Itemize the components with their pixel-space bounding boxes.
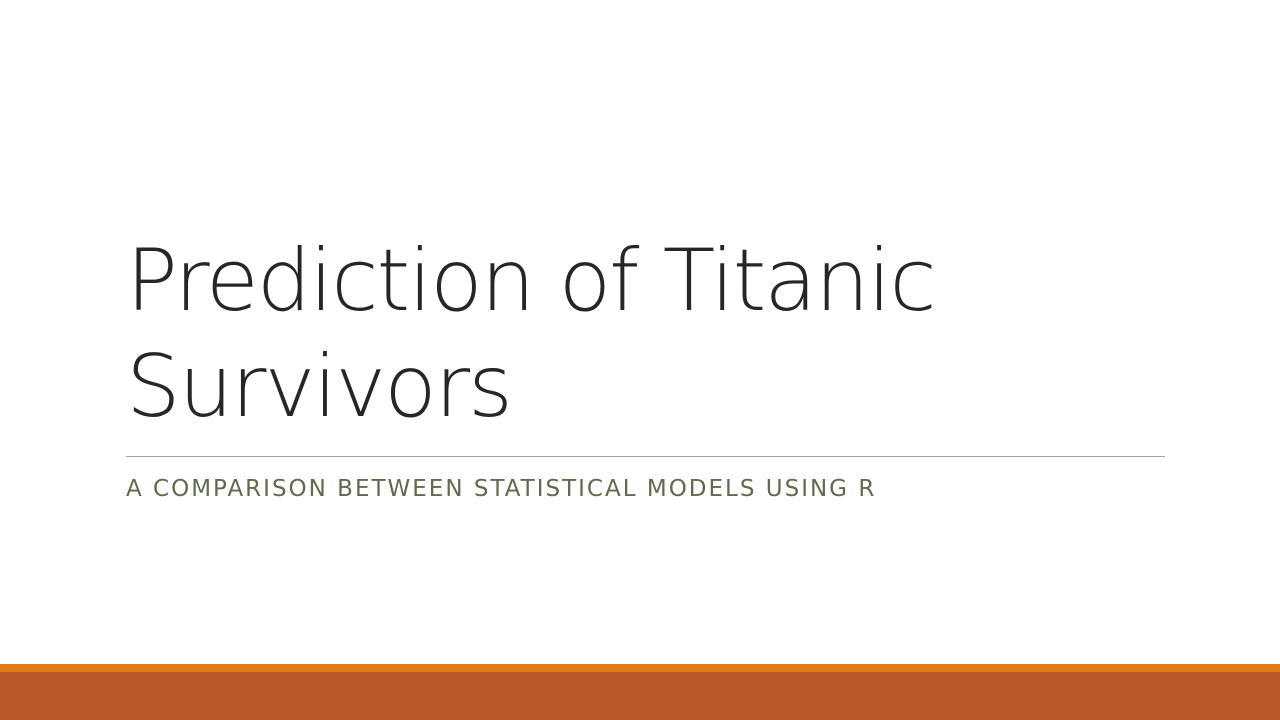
slide-title-line-2: Survivors [126, 337, 513, 437]
footer-band [0, 672, 1280, 720]
footer-accent-stripe [0, 664, 1280, 672]
title-divider [126, 456, 1165, 457]
slide-title: Prediction of Titanic Survivors [126, 228, 1166, 440]
slide-subtitle: A COMPARISON BETWEEN STATISTICAL MODELS … [126, 476, 877, 502]
slide-title-line-1: Prediction of Titanic [126, 231, 937, 331]
